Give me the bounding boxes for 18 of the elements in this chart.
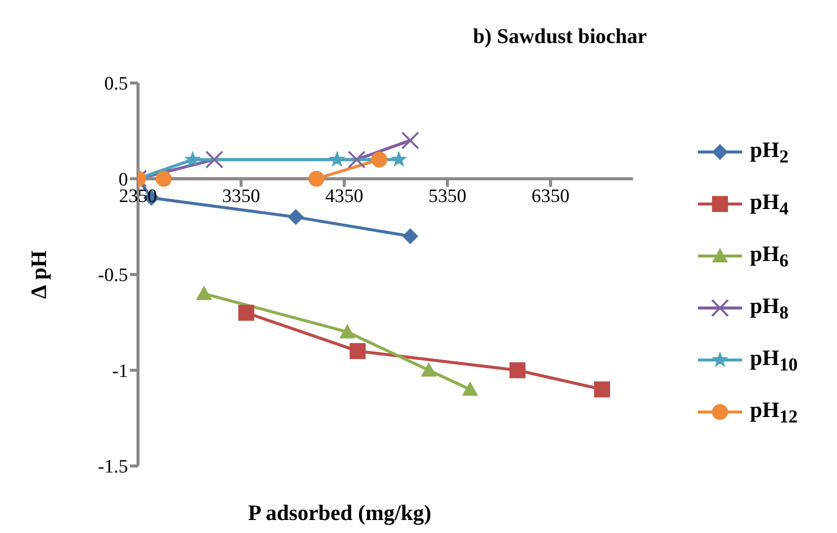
y-tick-label: 0 — [118, 169, 128, 190]
y-tick-label: 0.5 — [104, 74, 128, 95]
x-axis-title: P adsorbed (mg/kg) — [248, 500, 432, 526]
legend-label: pH$_{8}$ — [750, 292, 789, 324]
x-tick-label: 4350 — [325, 186, 364, 208]
x-tick-label: 6350 — [532, 186, 570, 208]
legend-label: pH$_{10}$ — [750, 344, 798, 376]
legend-label: pH$_{12}$ — [750, 396, 798, 428]
legend-label: pH$_{6}$ — [750, 240, 789, 272]
legend-label: pH$_{2}$ — [750, 136, 789, 168]
x-tick-label: 3350 — [222, 186, 260, 208]
y-tick-label: -0.5 — [98, 265, 128, 286]
y-tick-label: -1.5 — [98, 456, 128, 478]
y-axis-title: ∆ pH — [26, 250, 51, 299]
x-tick-label: 5350 — [428, 186, 466, 208]
legend-label: pH$_{4}$ — [750, 188, 789, 220]
y-tick-label: -1 — [112, 360, 128, 382]
chart-title: b) Sawdust biochar — [473, 24, 647, 49]
